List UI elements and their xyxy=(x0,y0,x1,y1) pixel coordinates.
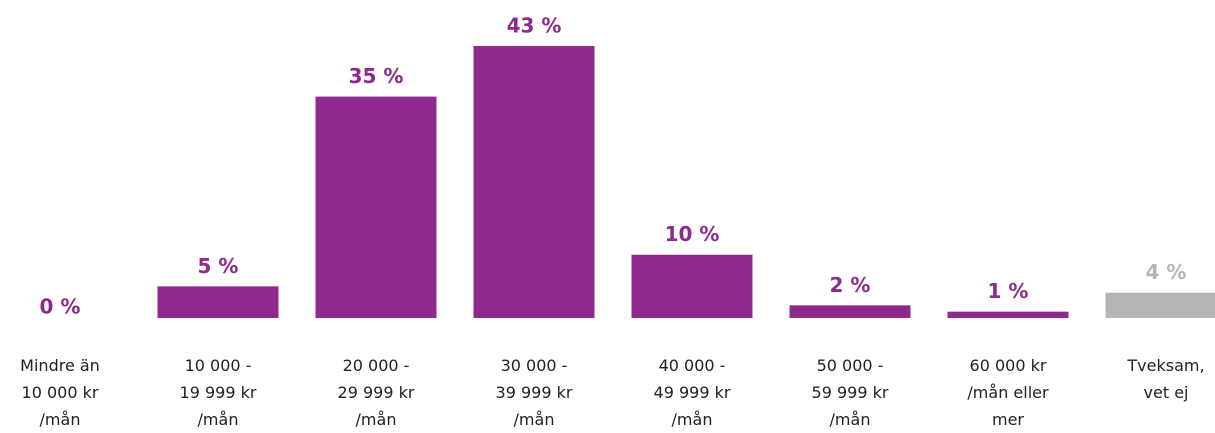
value-label: 1 % xyxy=(988,279,1029,303)
bar xyxy=(1105,292,1215,318)
bar xyxy=(315,96,437,319)
value-label: 2 % xyxy=(830,273,871,297)
bar xyxy=(789,305,911,318)
value-label: 5 % xyxy=(198,254,239,278)
category-label: 20 000 - 29 999 kr /mån xyxy=(337,356,415,429)
value-label: 0 % xyxy=(40,295,81,319)
bar xyxy=(631,254,753,318)
bar xyxy=(157,286,279,318)
bar xyxy=(473,46,595,318)
bar xyxy=(947,311,1069,318)
category-label: 30 000 - 39 999 kr /mån xyxy=(495,356,573,429)
category-label: Mindre än 10 000 kr /mån xyxy=(20,356,100,429)
category-label: Tveksam, vet ej xyxy=(1127,356,1205,402)
value-label: 4 % xyxy=(1146,260,1187,284)
category-label: 40 000 - 49 999 kr /mån xyxy=(653,356,731,429)
category-label: 60 000 kr /mån eller mer xyxy=(967,356,1049,429)
value-label: 35 % xyxy=(349,64,404,88)
category-label: 10 000 - 19 999 kr /mån xyxy=(179,356,257,429)
value-label: 10 % xyxy=(665,222,720,246)
value-label: 43 % xyxy=(507,14,562,38)
category-label: 50 000 - 59 999 kr /mån xyxy=(811,356,889,429)
